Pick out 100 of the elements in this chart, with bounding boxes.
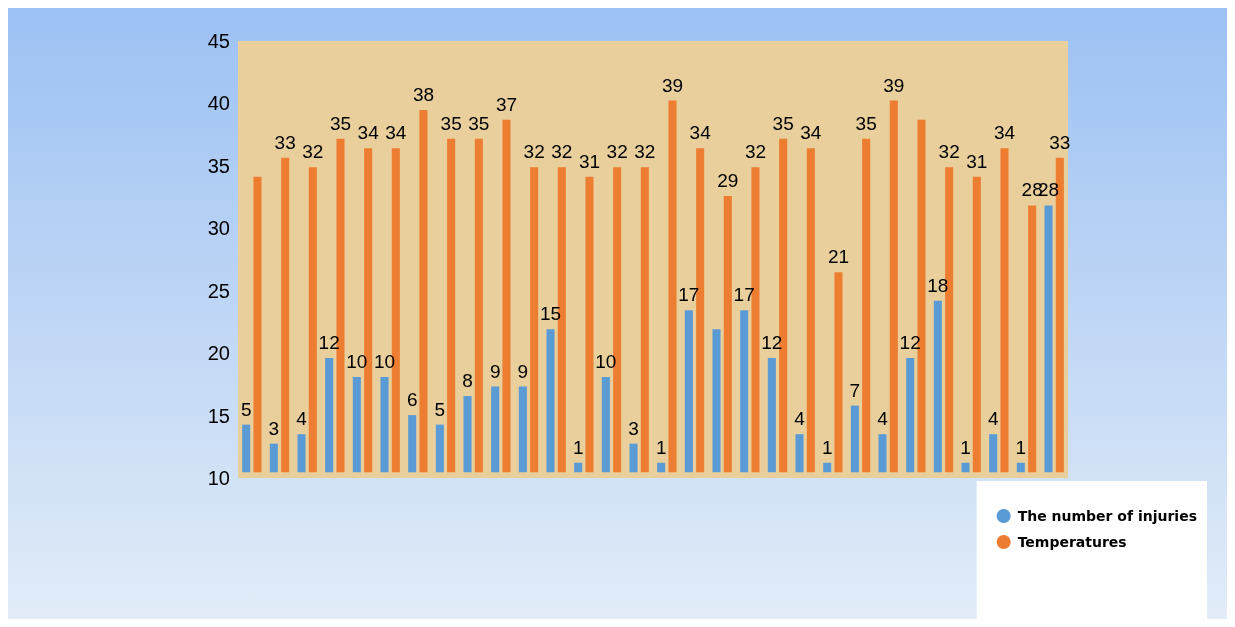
- data-label: 34: [993, 122, 1016, 144]
- bar: [712, 329, 721, 473]
- data-label: 29: [717, 169, 739, 191]
- y-tick-label: 35: [207, 154, 230, 177]
- bar: [408, 415, 417, 473]
- data-label: 3: [268, 417, 280, 439]
- data-label: 35: [468, 112, 490, 134]
- data-label: 35: [329, 112, 352, 134]
- bar: [684, 310, 693, 473]
- bar: [629, 443, 638, 473]
- bar: [972, 176, 981, 473]
- bar: [740, 310, 749, 473]
- bar: [281, 157, 290, 473]
- y-tick-label: 25: [207, 279, 230, 302]
- bar: [668, 100, 677, 473]
- bar: [878, 434, 887, 473]
- bar: [308, 167, 317, 473]
- bar: [1000, 148, 1009, 473]
- data-label: 34: [800, 122, 822, 144]
- bar: [574, 462, 583, 473]
- bar: [242, 424, 251, 473]
- bar: [325, 357, 334, 473]
- data-label: 32: [634, 141, 656, 163]
- bar: [989, 434, 998, 473]
- data-label: 31: [578, 150, 601, 172]
- bar: [518, 386, 527, 473]
- data-label: 12: [318, 331, 340, 353]
- data-label: 35: [772, 112, 794, 134]
- data-label: 9: [517, 360, 529, 382]
- data-label: 12: [899, 331, 921, 353]
- data-label: 10: [346, 350, 368, 372]
- bar: [933, 300, 942, 473]
- data-label: 9: [489, 360, 501, 382]
- data-label: 18: [927, 274, 949, 296]
- data-label: 4: [987, 408, 999, 430]
- bar: [419, 110, 428, 473]
- data-label: 35: [855, 112, 877, 134]
- bar: [463, 396, 472, 473]
- bar: [447, 138, 456, 473]
- data-label: 1: [655, 436, 667, 458]
- data-label: 32: [302, 141, 324, 163]
- bar: [380, 376, 389, 473]
- data-label: 15: [539, 303, 562, 325]
- bar: [546, 329, 555, 473]
- bar: [530, 167, 539, 473]
- bar: [1016, 462, 1025, 473]
- bar: [889, 100, 898, 473]
- data-label: 37: [495, 93, 518, 115]
- data-label: 6: [406, 389, 418, 411]
- bar: [823, 462, 832, 473]
- bar: [862, 138, 871, 473]
- bar: [850, 405, 859, 473]
- data-label: 34: [357, 122, 380, 144]
- bar: [767, 357, 776, 473]
- data-label: 1: [960, 436, 971, 458]
- bar: [585, 176, 594, 473]
- y-tick-label: 15: [207, 404, 230, 427]
- bar: [795, 434, 804, 473]
- bar: [352, 376, 361, 473]
- data-label: 5: [240, 398, 252, 420]
- bar: [601, 376, 610, 473]
- data-label: 1: [1015, 436, 1027, 458]
- data-label: 39: [883, 74, 905, 96]
- bar: [474, 138, 483, 473]
- data-label: 10: [595, 350, 617, 372]
- data-label: 3: [628, 417, 639, 439]
- bar: [723, 195, 732, 473]
- bar: [640, 167, 649, 473]
- y-tick-label: 20: [207, 342, 230, 365]
- data-label: 1: [572, 436, 584, 458]
- y-tick-label: 30: [207, 217, 230, 240]
- data-label: 32: [938, 141, 960, 163]
- bar: [806, 148, 815, 473]
- data-label: 34: [385, 122, 407, 144]
- y-tick-label: 45: [207, 30, 230, 52]
- data-label: 32: [606, 141, 628, 163]
- bar: [502, 119, 511, 473]
- data-label: 33: [274, 131, 296, 153]
- legend-label: Temperatures: [1017, 534, 1127, 550]
- data-label: 35: [440, 112, 462, 134]
- bar: [491, 386, 500, 473]
- data-label: 4: [794, 408, 806, 430]
- bar: [657, 462, 666, 473]
- data-label: 21: [827, 246, 850, 268]
- data-label: 33: [1049, 131, 1071, 153]
- data-label: 1: [821, 436, 833, 458]
- data-label: 39: [661, 74, 684, 96]
- y-tick-label: 10: [207, 467, 230, 489]
- bar: [961, 462, 970, 473]
- bar: [253, 176, 262, 473]
- data-label: 31: [966, 150, 988, 172]
- bar: [834, 272, 843, 473]
- bar: [1028, 205, 1037, 473]
- data-label: 32: [744, 141, 767, 163]
- data-label: 4: [296, 408, 308, 430]
- bar: [269, 443, 278, 473]
- data-label: 7: [849, 379, 861, 401]
- data-label: 12: [761, 331, 783, 353]
- data-label: 17: [733, 284, 755, 306]
- bar: [435, 424, 444, 473]
